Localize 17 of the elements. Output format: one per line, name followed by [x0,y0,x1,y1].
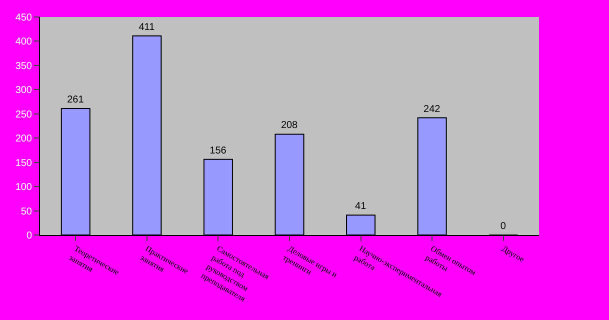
data-label: 411 [138,22,156,33]
y-tick-label: 100 [15,182,32,194]
y-tick-label: 350 [15,60,32,72]
y-tick-label: 450 [15,12,32,24]
y-tick-label: 150 [15,158,32,169]
y-tick-label: 50 [20,206,32,218]
y-tick-label: 400 [15,36,32,48]
y-tick-label: 250 [15,109,32,120]
y-tick-label: 0 [26,230,32,242]
data-label: 156 [210,145,227,156]
data-label: 41 [355,201,367,212]
data-label: 208 [280,120,298,132]
y-tick-label: 200 [15,134,32,145]
data-label: 242 [424,104,441,115]
data-label: 0 [500,221,506,232]
data-label: 261 [67,94,84,106]
y-tick-label: 300 [15,85,32,96]
